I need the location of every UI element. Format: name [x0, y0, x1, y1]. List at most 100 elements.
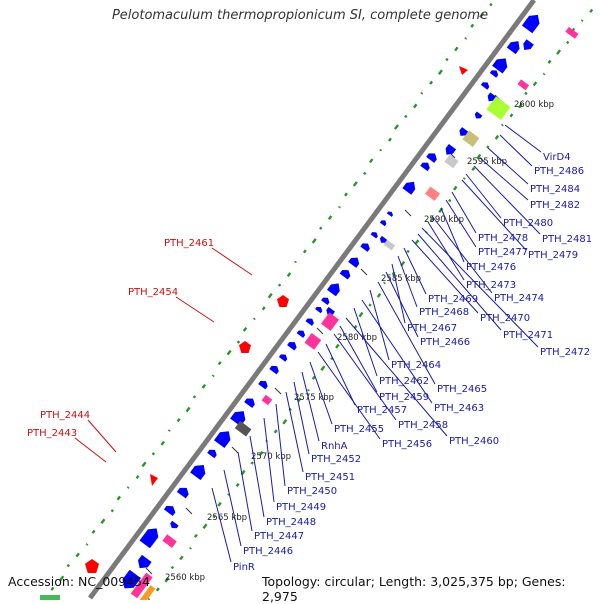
pink-feature [130, 572, 153, 599]
gene-label: PTH_2446 [243, 546, 293, 557]
gene-label: VirD4 [543, 152, 571, 163]
gc-skew-mark [212, 514, 216, 519]
kbp-tick [145, 567, 153, 575]
gene-label: PTH_2451 [305, 472, 355, 483]
gc-skew-mark [258, 450, 264, 456]
pink-feature [517, 79, 530, 91]
gc-skew-mark [429, 80, 434, 85]
gc-skew-mark [311, 238, 317, 244]
kbp-tick-track: 2560 kbp 2565 kbp 2570 kbp 2575 kbp 2580 kbp… [145, 94, 554, 583]
label-leader [445, 199, 477, 248]
gc-skew-mark [267, 292, 273, 299]
gc-skew-mark [352, 181, 358, 187]
rna-feature [85, 559, 99, 573]
gc-skew-mark [471, 166, 476, 171]
gc-skew-mark [338, 205, 341, 209]
gene-label: PTH_2481 [542, 234, 592, 245]
gc-skew-mark [358, 311, 364, 318]
label-leader [87, 419, 117, 453]
gc-skew-mark [542, 72, 546, 76]
label-leader [499, 134, 533, 167]
cds-arrow [207, 449, 217, 459]
gc-skew-mark [126, 486, 130, 489]
label-leader [285, 391, 304, 473]
label-leader [479, 157, 529, 201]
gc-skew-mark [250, 461, 254, 465]
gc-skew-mark [252, 317, 256, 321]
gene-label: PTH_2467 [407, 323, 457, 334]
label-leader [487, 147, 529, 185]
label-leader [345, 317, 448, 437]
gc-skew-mark [306, 388, 310, 392]
gc-skew-mark [135, 474, 140, 480]
gc-skew-mark [319, 226, 323, 230]
pink-feature [261, 394, 273, 406]
cds-arrow [492, 58, 508, 74]
label-leader [385, 271, 419, 338]
gene-label: PTH_2470 [480, 313, 530, 324]
label-leader [451, 191, 477, 234]
cds-arrow [523, 39, 534, 51]
gc-skew-mark [217, 361, 222, 366]
label-leader [333, 333, 397, 421]
cds-arrow [321, 297, 330, 305]
label-leader [309, 361, 333, 425]
gc-skew-mark [320, 365, 326, 371]
rna-feature [277, 295, 289, 307]
gray-feature [234, 420, 252, 437]
gc-skew-mark [479, 12, 485, 19]
cds-arrow [379, 235, 388, 243]
gc-skew-mark [393, 124, 399, 130]
gc-skew-mark [185, 406, 191, 413]
gc-skew-mark [226, 349, 232, 356]
gc-skew-mark [66, 563, 70, 568]
gc-skew-mark [85, 543, 89, 546]
lime-feature [486, 96, 511, 120]
kbp-tick [316, 327, 324, 335]
map-title: Pelotomaculum thermopropionicum SI, comp… [111, 8, 489, 23]
gc-skew-mark [344, 192, 348, 197]
gc-skew-mark [470, 23, 475, 28]
gc-skew-mark [75, 552, 80, 558]
cds-arrow [296, 330, 306, 338]
gc-skew-mark [363, 171, 367, 176]
gc-skew-mark [509, 113, 514, 118]
cds-arrow [402, 181, 416, 195]
cds-arrow [459, 127, 469, 136]
gene-label: PTH_2480 [503, 218, 553, 229]
gc-skew-mark [50, 586, 55, 591]
gc-skew-mark [388, 137, 392, 142]
gc-skew-mark [273, 429, 278, 434]
cds-arrow [170, 520, 179, 529]
kbp-label: 2585 kbp [381, 274, 421, 284]
gene-label: PTH_2454 [128, 287, 178, 298]
gene-label: PTH_2459 [379, 392, 429, 403]
cds-arrow [506, 41, 520, 55]
kbp-tick [404, 209, 412, 217]
gc-skew-mark [235, 482, 240, 488]
label-leader [237, 451, 253, 532]
gc-skew-mark [202, 523, 208, 530]
pink-feature [162, 534, 177, 548]
cds-arrow [138, 554, 152, 569]
gc-skew-mark [379, 148, 383, 152]
gc-skew-mark [294, 260, 297, 264]
gc-skew-mark [454, 46, 459, 52]
gc-skew-mark [242, 326, 248, 332]
cds-arrow [315, 306, 323, 314]
gene-label: PTH_2461 [164, 238, 214, 249]
gc-skew-mark [327, 215, 333, 221]
cds-arrow [244, 398, 255, 408]
green-feature [40, 595, 60, 600]
cds-arrow [521, 14, 540, 34]
cds-arrow [305, 318, 314, 326]
gc-skew-mark [141, 461, 147, 468]
cds-arrow [489, 70, 499, 78]
gene-label: PTH_2455 [334, 424, 384, 435]
gc-skew-mark [189, 546, 192, 550]
cds-arrow [420, 162, 430, 172]
gc-skew-mark [494, 134, 500, 140]
gc-skew-mark [217, 501, 222, 507]
gene-label: PinR [233, 562, 255, 573]
label-leader [211, 487, 232, 563]
